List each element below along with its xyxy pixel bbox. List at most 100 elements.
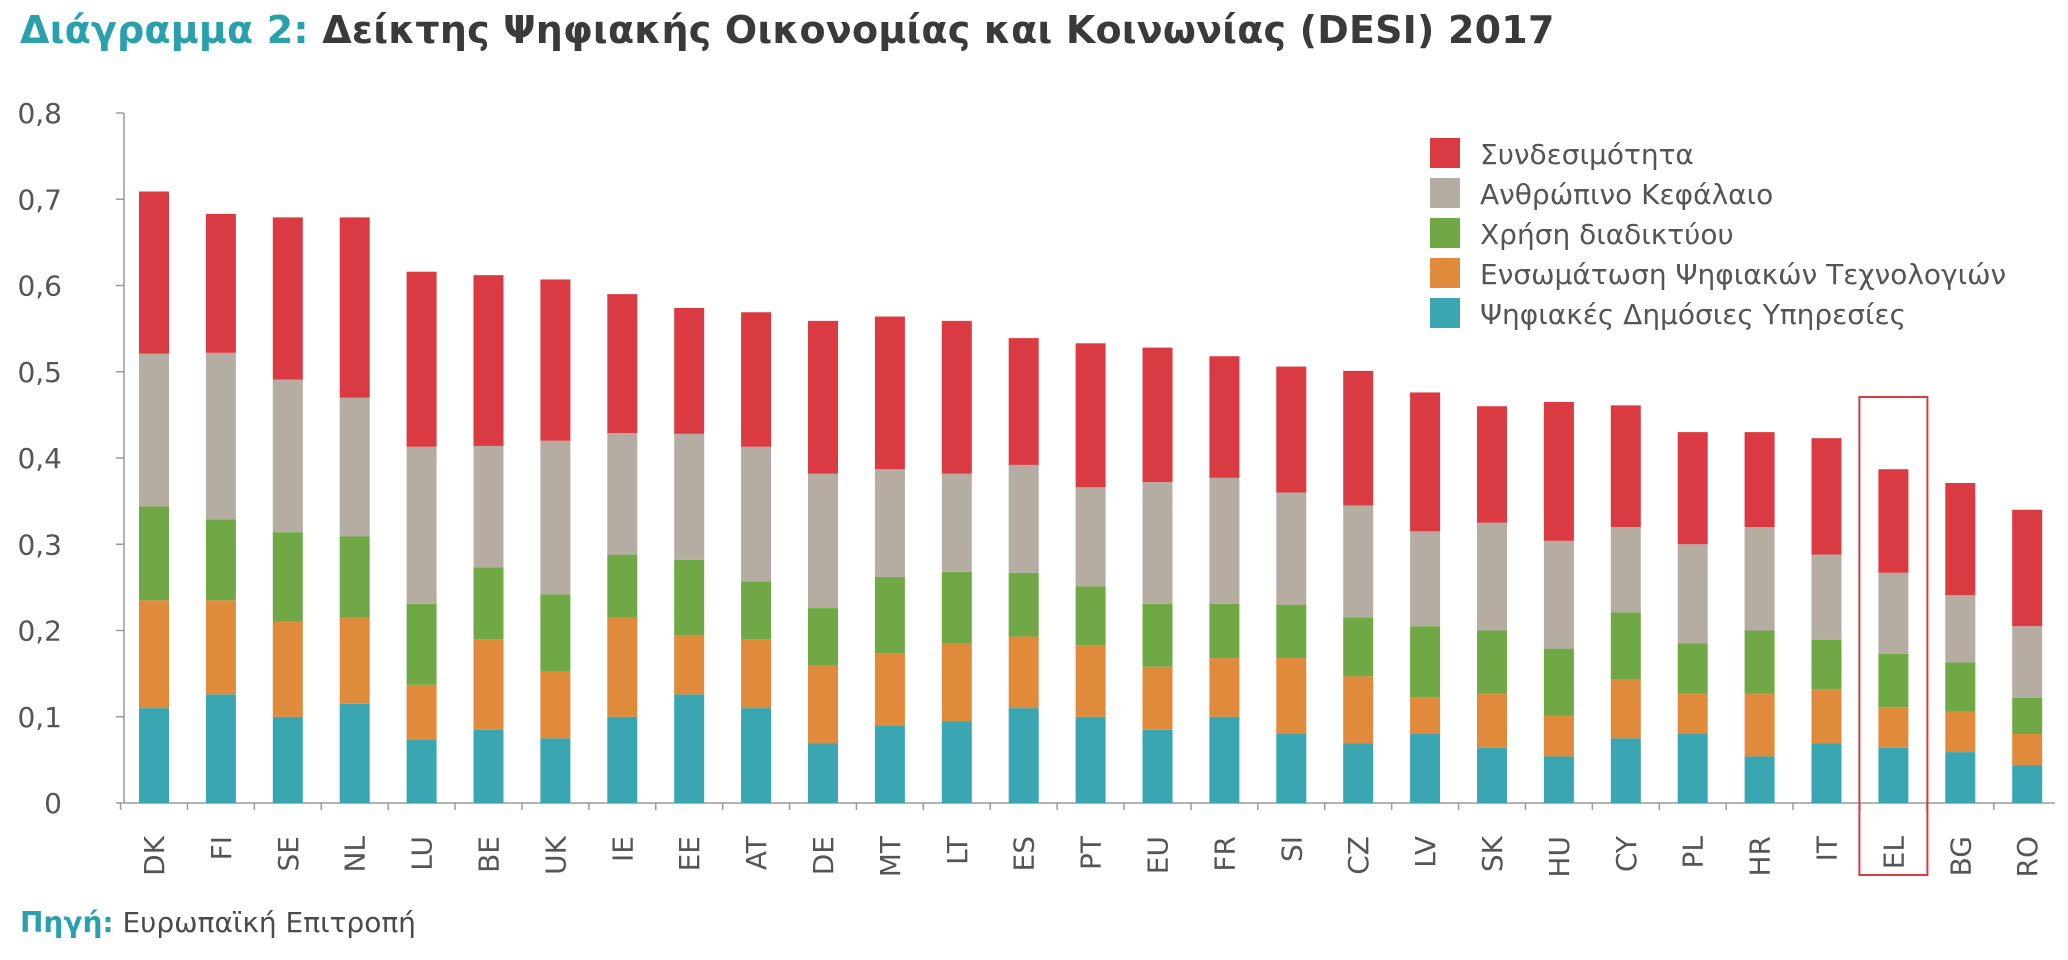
legend-swatch-2 [1430, 218, 1460, 248]
chart-legend: Συνδεσιμότητα Ανθρώπινο Κεφάλαιο Χρήση δια… [1430, 138, 2006, 331]
bar-segment-lt-0 [941, 721, 972, 803]
bar-segment-fi-2 [205, 519, 236, 601]
bar-segment-el-3 [1878, 572, 1909, 654]
bar-segment-hr-0 [1744, 756, 1775, 803]
bar-segment-hr-2 [1744, 630, 1775, 694]
bar-segment-el-2 [1878, 653, 1909, 708]
category-label-bg: BG [1944, 836, 1977, 876]
category-label-mt: MT [874, 835, 907, 877]
chart-bars [139, 191, 2043, 876]
bar-segment-at-0 [741, 708, 772, 803]
bar-segment-es-2 [1008, 572, 1039, 637]
y-tick-label: 0 [44, 787, 62, 820]
category-label-hr: HR [1744, 836, 1777, 877]
bar-segment-fr-2 [1209, 603, 1240, 659]
bar-segment-mt-0 [874, 725, 905, 803]
stacked-bar-chart: 0 0,1 0,2 0,3 0,4 0,5 0,6 0,7 0,8 DK FI SE NL LU BE UK… [17, 97, 2055, 878]
bar-segment-be-4 [473, 275, 504, 446]
source-note: Πηγή: Ευρωπαϊκή Επιτροπή [20, 906, 416, 939]
y-tick-label: 0,1 [17, 701, 62, 734]
bar-segment-fi-3 [205, 352, 236, 520]
y-tick-label: 0,3 [17, 528, 62, 561]
category-label-fi: FI [205, 836, 238, 860]
bar-segment-lt-1 [941, 643, 972, 722]
bar-segment-se-3 [272, 379, 303, 533]
bar-segment-pl-2 [1677, 643, 1708, 694]
bar-segment-ro-4 [2012, 509, 2043, 627]
bar-segment-at-3 [741, 446, 772, 582]
bar-segment-sk-4 [1477, 406, 1507, 523]
category-label-ee: EE [673, 836, 706, 871]
category-label-es: ES [1008, 836, 1041, 871]
highlight-box-el [1858, 396, 1929, 876]
bar-segment-de-2 [808, 608, 838, 666]
bar-segment-at-2 [741, 581, 772, 640]
bar-segment-pl-1 [1677, 693, 1708, 734]
bar-segment-ee-4 [674, 307, 705, 434]
bar-segment-dk-3 [139, 353, 169, 507]
bar-segment-si-1 [1276, 658, 1307, 734]
bar-segment-pt-0 [1075, 716, 1106, 803]
bar-segment-dk-1 [139, 600, 169, 709]
bar-segment-eu-3 [1142, 482, 1173, 604]
bar-segment-pt-1 [1075, 645, 1106, 717]
bar-segment-dk-4 [139, 191, 169, 354]
category-label-se: SE [272, 836, 305, 871]
bar-segment-se-4 [272, 217, 303, 380]
bar-segment-cz-1 [1343, 676, 1374, 744]
y-tick-label: 0,4 [17, 442, 62, 475]
legend-swatch-3 [1430, 178, 1460, 208]
bar-segment-uk-3 [540, 440, 571, 595]
bar-segment-be-2 [473, 567, 504, 640]
category-label-hu: HU [1543, 836, 1576, 878]
bar-segment-uk-1 [540, 671, 571, 739]
bar-segment-sk-3 [1477, 522, 1507, 631]
bar-segment-lt-4 [941, 320, 972, 474]
bar-segment-bg-2 [1945, 662, 1976, 712]
bar-segment-cy-3 [1610, 527, 1641, 613]
bar-segment-it-1 [1811, 689, 1842, 744]
bar-segment-cz-4 [1343, 370, 1374, 506]
bar-segment-dk-0 [139, 708, 169, 803]
bar-segment-nl-4 [339, 217, 370, 398]
y-tick-label: 0,7 [17, 183, 62, 216]
category-label-pt: PT [1075, 835, 1108, 870]
chart-axes: 0 0,1 0,2 0,3 0,4 0,5 0,6 0,7 0,8 [17, 97, 2055, 820]
bar-segment-se-1 [272, 621, 303, 717]
bar-segment-lv-3 [1410, 531, 1441, 627]
bar-segment-cy-0 [1610, 738, 1641, 803]
bar-segment-ee-2 [674, 559, 705, 636]
chart-title-prefix: Διάγραμμα 2: [20, 8, 309, 52]
bar-segment-mt-2 [874, 577, 905, 654]
bar-segment-el-4 [1878, 469, 1909, 573]
legend-label-0: Ψηφιακές Δημόσιες Υπηρεσίες [1480, 298, 1906, 331]
bar-segment-nl-1 [339, 617, 370, 704]
bar-segment-si-2 [1276, 604, 1307, 659]
category-label-fr: FR [1208, 836, 1241, 872]
category-label-lu: LU [406, 836, 439, 871]
bar-segment-mt-3 [874, 469, 905, 578]
bar-segment-ee-3 [674, 433, 705, 560]
y-tick-label: 0,5 [17, 356, 62, 389]
bar-segment-si-4 [1276, 366, 1307, 493]
category-label-ie: IE [606, 836, 639, 862]
legend-label-2: Χρήση διαδικτύου [1480, 218, 1734, 251]
bar-segment-nl-2 [339, 536, 370, 618]
bar-segment-ro-1 [2012, 734, 2043, 766]
bar-segment-it-4 [1811, 438, 1842, 555]
category-label-cy: CY [1610, 835, 1643, 872]
category-label-el: EL [1877, 836, 1910, 870]
bar-segment-lv-2 [1410, 626, 1441, 698]
bar-segment-be-3 [473, 445, 504, 568]
bar-segment-cz-3 [1343, 505, 1374, 618]
legend-swatch-4 [1430, 138, 1460, 168]
bar-segment-de-1 [808, 665, 838, 744]
bar-segment-es-3 [1008, 464, 1039, 573]
bar-segment-es-1 [1008, 636, 1039, 709]
category-label-ro: RO [2011, 836, 2044, 878]
y-tick-label: 0,8 [17, 97, 62, 130]
bar-segment-fr-3 [1209, 477, 1240, 604]
bar-segment-nl-0 [339, 703, 370, 803]
bar-segment-ro-3 [2012, 626, 2043, 698]
bar-segment-hu-3 [1543, 540, 1574, 649]
